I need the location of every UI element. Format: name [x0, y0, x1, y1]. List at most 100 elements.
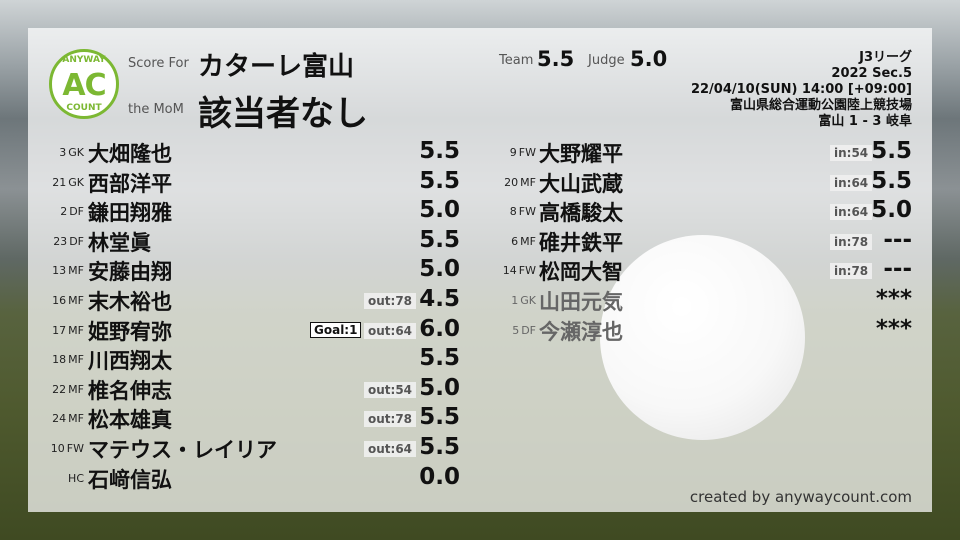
player-number: 16 [52, 294, 67, 307]
player-name: 大山武蔵 [539, 171, 623, 196]
goal-badge: Goal:1 [310, 321, 362, 338]
player-score: 5.5 [871, 138, 912, 164]
sub-out-badge: out:54 [364, 381, 417, 398]
player-position: DF [521, 323, 536, 337]
player-number: 3 [59, 146, 67, 159]
player-number-position: 23 DF [26, 235, 84, 248]
player-number: 23 [53, 234, 68, 248]
player-score: 5.5 [419, 345, 460, 372]
player-score: --- [883, 256, 912, 283]
sub-row: 9 FW 大野耀平 in:54 5.5 [478, 138, 918, 167]
venue: 富山県総合運動公園陸上競技場 [729, 98, 912, 113]
player-name: 山田元気 [539, 290, 623, 314]
player-score: 5.0 [419, 374, 460, 401]
starter-row: 16 MF 末木裕也 out:78 4.5 [26, 286, 466, 315]
match-result: 富山 1 - 3 岐阜 [818, 114, 912, 129]
player-score: 5.5 [419, 404, 460, 431]
player-name: 松岡大智 [539, 260, 623, 285]
player-number-position: 22 MF [26, 383, 84, 396]
team-score: 5.5 [537, 47, 575, 71]
player-name: 鎌田翔雅 [88, 201, 172, 226]
sub-row: 6 MF 碓井鉄平 in:78 --- [478, 227, 918, 256]
sub-in-badge: in:64 [830, 174, 873, 191]
player-name: 川西翔太 [88, 349, 172, 374]
player-name: 今瀬淳也 [539, 319, 623, 344]
player-name: 松本雄真 [88, 408, 172, 433]
player-number-position: 24 MF [26, 412, 84, 425]
sub-row: 8 FW 高橋駿太 in:64 5.0 [478, 197, 918, 226]
logo-text-bottom: COUNT [66, 103, 102, 113]
sub-out-badge: out:64 [364, 441, 417, 457]
player-name: 高橋駿太 [539, 201, 623, 226]
player-number: 21 [52, 175, 67, 189]
player-score: *** [875, 286, 912, 312]
player-score: 0.0 [419, 463, 460, 490]
sub-in-badge: in:54 [830, 145, 873, 161]
player-number: 18 [52, 353, 67, 367]
anywaycount-logo: ANYWAY AC COUNT [49, 49, 119, 119]
player-score: *** [875, 315, 912, 342]
team-name: カターレ富山 [198, 52, 355, 82]
sub-in-badge: in:78 [830, 233, 873, 250]
player-name: 石﨑信弘 [88, 467, 172, 492]
match-datetime: 22/04/10(SUN) 14:00 [+09:00] [690, 82, 912, 97]
player-position: HC [68, 471, 84, 485]
player-name: 碓井鉄平 [539, 230, 623, 255]
sub-out-badge: out:78 [364, 411, 417, 428]
starter-row: 23 DF 林堂眞 5.5 [26, 227, 466, 256]
player-name: 林堂眞 [88, 230, 151, 255]
player-name: マテウス・レイリア [88, 438, 277, 462]
player-number: 24 [52, 412, 67, 426]
player-name: 大畑隆也 [88, 142, 172, 166]
player-number: 20 [504, 175, 519, 189]
player-score: 5.5 [419, 167, 460, 194]
player-number: 10 [50, 442, 65, 455]
player-number: 6 [511, 234, 519, 248]
player-number: 9 [509, 146, 517, 159]
starter-row: 18 MF 川西翔太 5.5 [26, 345, 466, 374]
player-name: 末木裕也 [88, 290, 172, 314]
player-position: MF [520, 175, 536, 189]
judge-label: Judge [588, 53, 625, 68]
player-score: --- [883, 226, 912, 253]
starter-row: 13 MF 安藤由翔 5.0 [26, 256, 466, 285]
sub-out-badge: out:64 [364, 322, 417, 339]
mom-label: the MoM [128, 102, 184, 117]
sub-row: 20 MF 大山武蔵 in:64 5.5 [478, 168, 918, 197]
player-number-position: 1 GK [478, 294, 536, 307]
player-number: 2 [60, 205, 68, 219]
sub-out-badge: out:78 [364, 293, 417, 309]
league: J3リーグ [859, 50, 912, 65]
player-number-position: 6 MF [478, 235, 536, 248]
player-number-position: 10 FW [26, 442, 84, 455]
player-number: 17 [52, 323, 67, 337]
player-number: 8 [509, 205, 517, 219]
player-position: DF [69, 205, 84, 219]
starter-row: 10 FW マテウス・レイリア out:64 5.5 [26, 434, 466, 463]
player-name: 安藤由翔 [88, 260, 172, 285]
starter-row: HC 石﨑信弘 0.0 [26, 464, 466, 493]
player-position: GK [68, 175, 84, 189]
player-number-position: 18 MF [26, 353, 84, 366]
sub-in-badge: in:78 [830, 263, 873, 280]
player-score: 5.0 [419, 256, 460, 283]
score-for-label: Score For [128, 56, 189, 71]
player-number: 5 [512, 323, 520, 337]
sub-row: 5 DF 今瀬淳也 *** [478, 316, 918, 345]
player-position: MF [68, 412, 84, 426]
player-position: MF [520, 234, 536, 248]
player-number-position: 2 DF [26, 205, 84, 218]
player-number-position: 13 MF [26, 264, 84, 277]
player-position: FW [518, 205, 536, 219]
player-number-position: 20 MF [478, 176, 536, 189]
player-number-position: 14 FW [478, 264, 536, 277]
player-position: FW [66, 442, 84, 455]
player-position: MF [68, 353, 84, 367]
player-score: 6.0 [419, 315, 460, 342]
player-score: 4.5 [419, 286, 460, 312]
player-number-position: 21 GK [26, 176, 84, 189]
player-number-position: HC [26, 472, 84, 485]
player-number-position: 8 FW [478, 205, 536, 218]
player-score: 5.5 [419, 226, 460, 253]
player-number: 13 [52, 264, 67, 278]
